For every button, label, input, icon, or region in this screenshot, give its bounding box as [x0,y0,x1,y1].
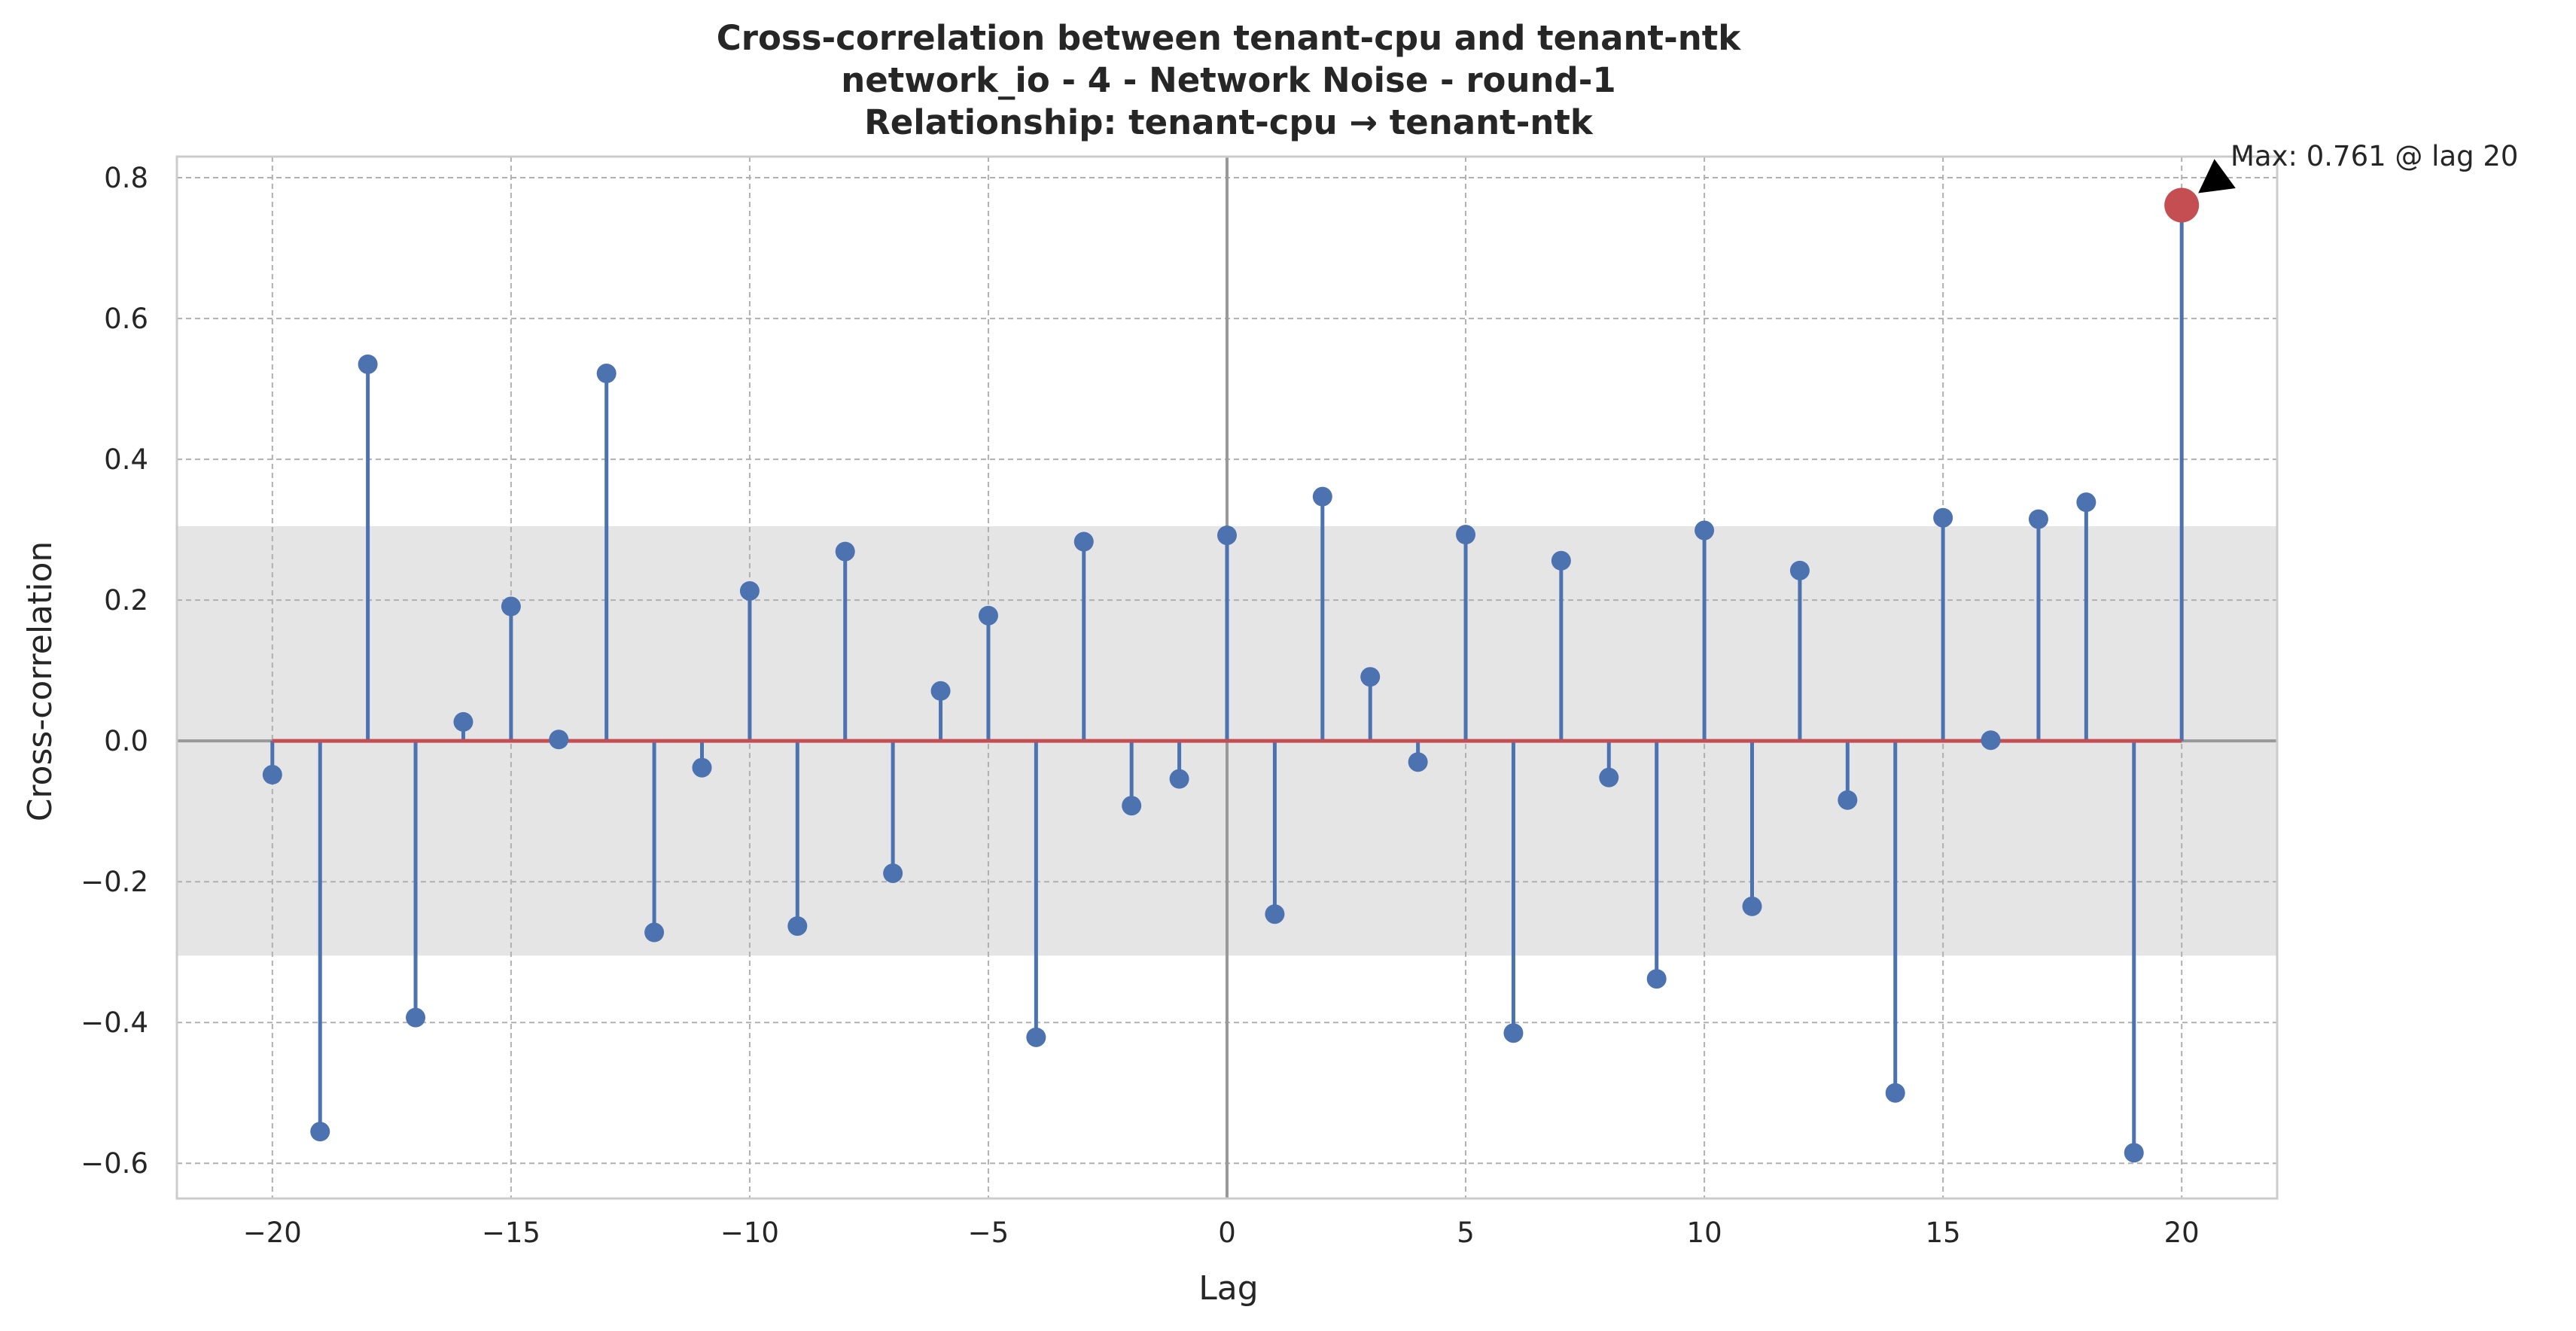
stem-marker [406,1007,426,1028]
y-tick-label: 0.4 [104,443,148,476]
stem-marker [1456,525,1476,545]
y-tick-label: −0.2 [81,866,148,898]
stem-marker [1217,525,1237,546]
stem-marker [1646,969,1667,989]
x-tick-label: −10 [720,1217,779,1249]
stem-marker [739,580,760,601]
stem-marker [549,729,569,750]
max-marker [2164,187,2200,223]
plot-frame [175,155,2279,1200]
stem-marker [1503,1023,1524,1043]
stem-marker [2076,492,2096,513]
stem-marker [1742,896,1762,916]
x-tick-label: 10 [1687,1217,1722,1249]
stem-marker [1122,796,1142,816]
y-tick-label: 0.8 [104,162,148,194]
stem-marker [2124,1143,2144,1163]
max-annotation-label: Max: 0.761 @ lag 20 [2230,140,2518,172]
stem-marker [1073,531,1094,552]
stem-marker [1312,486,1332,507]
stem-marker [453,711,473,732]
stem-marker [1026,1027,1046,1047]
x-tick-label: 15 [1926,1217,1961,1249]
stem-marker [1169,769,1189,789]
stem-marker [1789,560,1810,580]
stem-marker [358,354,378,374]
stem-marker [883,863,903,883]
y-tick-label: −0.6 [81,1147,148,1180]
stem-marker [1933,507,1953,528]
stem-marker [1981,730,2001,751]
x-ticks-layer: −20 −15 −10 −5 0 5 10 15 20 [243,1217,2200,1249]
x-tick-label: 20 [2164,1217,2200,1249]
x-tick-label: 0 [1218,1217,1236,1249]
stem-marker [644,922,665,943]
stem-marker [501,596,521,617]
stem-marker [310,1122,330,1142]
y-tick-label: 0.2 [104,584,148,617]
stem-marker [1599,767,1619,787]
annotation-layer: Max: 0.761 @ lag 20 [2198,140,2518,193]
stem-marker [787,916,808,937]
stem-marker [930,681,951,701]
stem-marker [692,757,712,778]
stem-marker [1551,550,1571,571]
chart-title-line-2: network_io - 4 - Network Noise - round-1 [841,60,1616,100]
x-axis-label: Lag [1198,1269,1258,1308]
stem-marker [596,364,617,384]
x-tick-label: −20 [243,1217,302,1249]
stem-marker [1885,1083,1905,1103]
y-tick-label: 0.6 [104,303,148,335]
stems-layer [270,205,2184,1153]
annotation-arrow [2198,159,2236,193]
stem-marker [1265,904,1285,924]
x-tick-label: −15 [482,1217,540,1249]
y-tick-label: −0.4 [81,1007,148,1039]
stem-marker [1838,790,1858,810]
y-tick-label: 0.0 [104,725,148,757]
chart-title-line-3: Relationship: tenant-cpu → tenant-ntk [864,102,1594,142]
markers-layer [262,187,2200,1163]
stem-marker [1360,667,1381,687]
stem-marker [1694,520,1715,541]
y-axis-label: Cross-correlation [21,541,59,822]
y-ticks-layer: −0.6 −0.4 −0.2 0.0 0.2 0.4 0.6 0.8 [81,162,148,1180]
stem-marker [1408,752,1428,772]
chart-title-line-1: Cross-correlation between tenant-cpu and… [717,18,1742,58]
stem-marker [835,541,855,562]
stem-marker [2028,509,2048,529]
x-tick-label: −5 [968,1217,1009,1249]
stem-marker [262,765,282,785]
stem-marker [978,605,998,626]
x-tick-label: 5 [1457,1217,1475,1249]
